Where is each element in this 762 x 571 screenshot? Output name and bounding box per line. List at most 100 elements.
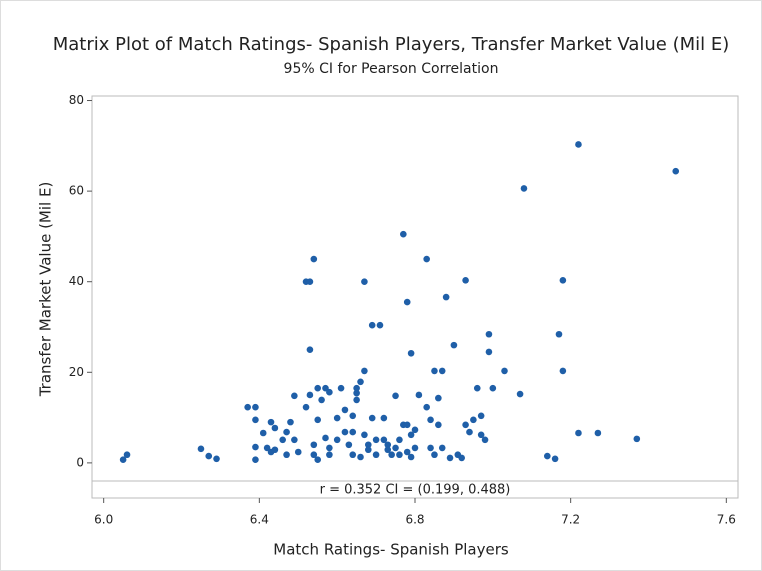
x-tick-label: 6.8 <box>405 513 424 527</box>
point <box>318 396 325 404</box>
point <box>310 255 318 263</box>
point <box>423 255 430 263</box>
point <box>544 452 551 460</box>
point <box>213 455 220 463</box>
point <box>349 412 357 420</box>
point <box>353 396 360 404</box>
point <box>271 446 279 454</box>
point <box>302 403 310 411</box>
point <box>481 436 489 444</box>
y-tick-label: 60 <box>69 184 84 198</box>
point <box>368 321 376 329</box>
point <box>516 390 524 398</box>
point <box>485 330 493 338</box>
point <box>345 441 353 449</box>
y-tick-label: 80 <box>69 93 84 107</box>
point <box>458 454 465 462</box>
point <box>326 388 333 396</box>
point <box>353 384 360 392</box>
point <box>271 424 279 432</box>
point <box>306 391 314 399</box>
point <box>388 451 395 459</box>
point <box>314 384 322 392</box>
point <box>403 448 411 456</box>
point <box>438 444 446 452</box>
point <box>376 321 384 329</box>
chart-title: Matrix Plot of Match Ratings- Spanish Pl… <box>53 34 730 55</box>
point <box>322 434 329 442</box>
point <box>322 384 329 392</box>
point <box>466 428 473 436</box>
point <box>306 278 314 286</box>
point <box>353 389 360 397</box>
chart-subtitle: 95% CI for Pearson Correlation <box>284 61 499 77</box>
point <box>252 403 259 411</box>
point <box>259 429 267 437</box>
point <box>485 348 493 356</box>
point <box>415 391 423 399</box>
point <box>252 456 259 464</box>
point <box>326 451 333 459</box>
y-axis-label: Transfer Market Value (Mil E) <box>37 182 55 398</box>
point <box>368 414 376 422</box>
point <box>575 141 582 148</box>
point <box>403 298 411 306</box>
y-tick-label: 40 <box>69 274 84 288</box>
point <box>427 416 434 424</box>
point <box>559 277 567 284</box>
point <box>501 367 508 375</box>
point <box>442 293 450 301</box>
point <box>400 230 407 238</box>
point <box>349 428 357 436</box>
point <box>341 406 349 414</box>
point <box>267 418 275 426</box>
point <box>287 418 294 426</box>
point <box>349 451 357 459</box>
point <box>337 384 345 392</box>
point <box>244 403 251 411</box>
point <box>333 436 341 444</box>
point <box>341 428 349 436</box>
point <box>462 421 469 429</box>
point <box>306 346 314 353</box>
point <box>462 277 469 284</box>
point <box>594 429 602 437</box>
point <box>283 428 290 436</box>
point <box>294 448 302 456</box>
point <box>477 431 485 439</box>
point <box>310 441 318 449</box>
point <box>559 367 567 375</box>
point <box>283 451 290 459</box>
point <box>252 443 259 451</box>
x-tick-label: 6.4 <box>250 513 269 527</box>
point <box>672 167 680 175</box>
point <box>575 429 582 437</box>
point <box>446 454 454 462</box>
point <box>392 444 399 452</box>
point <box>470 416 477 424</box>
point <box>361 278 368 286</box>
point <box>314 456 322 464</box>
point <box>357 378 364 386</box>
point <box>291 392 298 400</box>
point <box>431 451 438 459</box>
point <box>252 416 259 424</box>
point <box>372 451 380 459</box>
point <box>361 367 368 375</box>
point <box>279 436 286 444</box>
point <box>365 446 372 454</box>
point <box>396 451 403 459</box>
point <box>431 367 438 375</box>
point <box>380 436 388 444</box>
point <box>435 394 442 402</box>
point <box>633 435 641 443</box>
point <box>205 452 213 460</box>
point <box>477 412 485 420</box>
point <box>423 403 430 411</box>
point <box>427 444 434 452</box>
point <box>314 416 322 424</box>
point <box>411 444 419 452</box>
point <box>123 451 131 459</box>
point <box>407 453 415 461</box>
